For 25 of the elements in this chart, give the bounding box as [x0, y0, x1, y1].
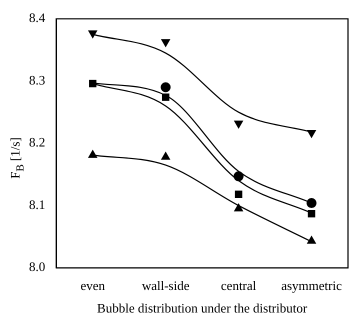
y-tick-label: 8.2: [29, 134, 46, 150]
point: [234, 190, 242, 198]
point: [307, 130, 316, 138]
point: [160, 82, 171, 92]
point: [88, 30, 98, 38]
point: [89, 80, 96, 88]
point: [162, 94, 170, 101]
x-tick-label: central: [220, 278, 257, 294]
y-tick-label: 8.0: [29, 259, 46, 274]
y-tick-label: 8.1: [29, 196, 46, 212]
point: [88, 150, 98, 158]
point: [307, 236, 316, 244]
y-tick-label: 8.4: [29, 10, 46, 26]
x-tick-label: even: [80, 278, 106, 294]
x-tick-label: wall-side: [142, 278, 190, 294]
point: [161, 152, 170, 160]
x-tick-label: asymmetric: [281, 278, 342, 294]
point: [308, 210, 316, 218]
y-tick-label: 8.3: [29, 72, 46, 88]
point: [234, 171, 244, 182]
point: [306, 198, 317, 208]
point: [234, 120, 243, 128]
x-axis-title: Bubble distribution under the distributor: [97, 300, 308, 316]
point: [234, 204, 243, 212]
point: [161, 39, 170, 47]
